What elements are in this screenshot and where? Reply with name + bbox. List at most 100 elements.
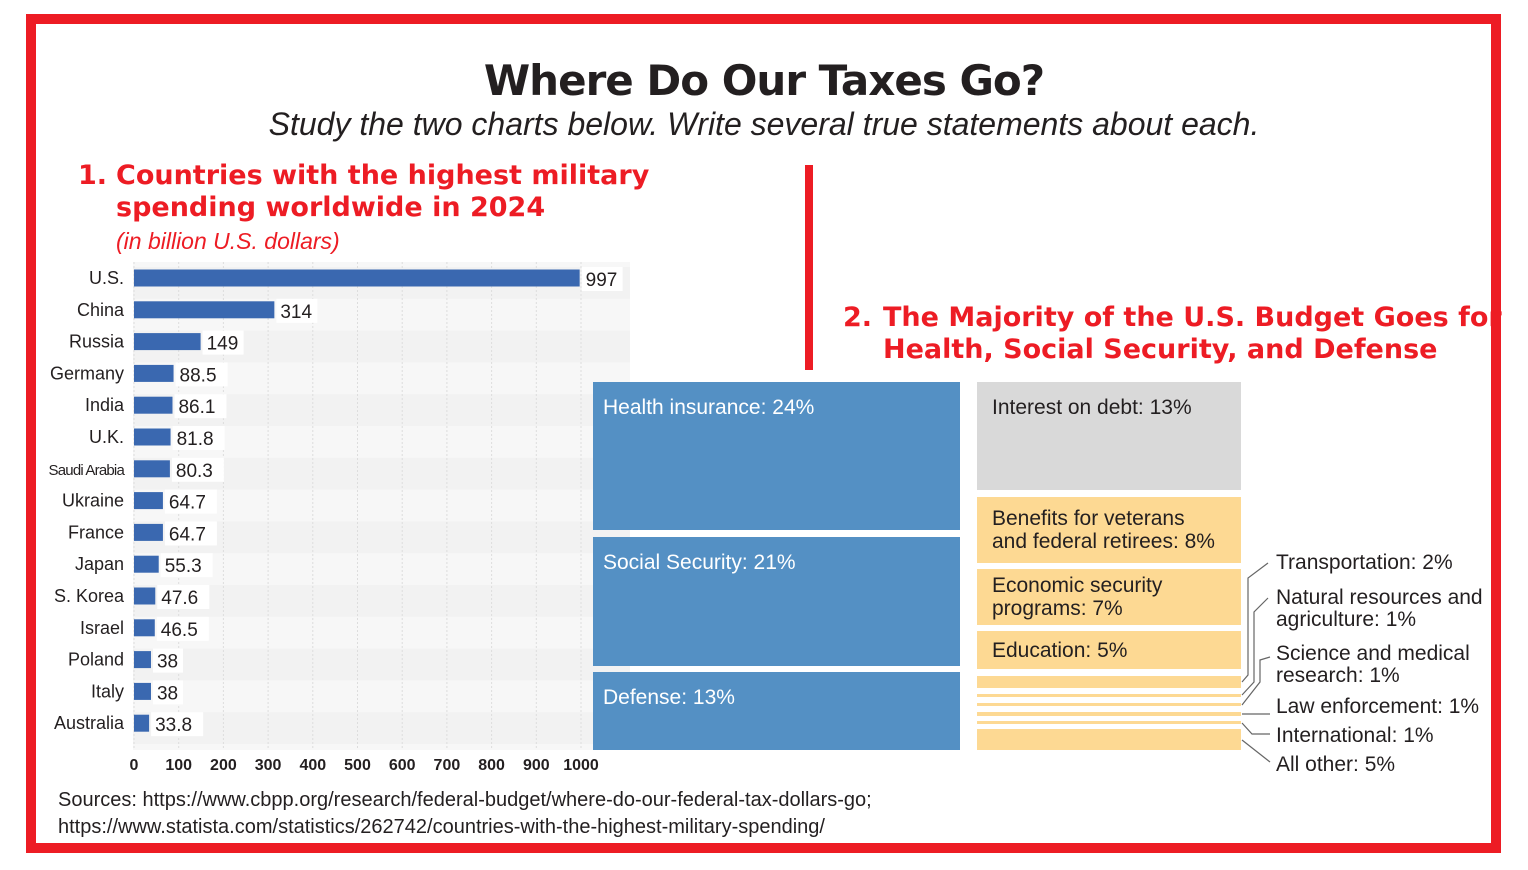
row-band — [133, 648, 630, 681]
treemap-label: Interest on debt: 13% — [992, 396, 1192, 419]
x-tick-label: 800 — [478, 757, 505, 774]
treemap-interest: Interest on debt: 13% — [977, 382, 1241, 490]
treemap-natural-resources — [977, 694, 1241, 697]
label-transportation: Transportation: 2% — [1276, 551, 1453, 574]
label-line: research: 1% — [1276, 664, 1400, 687]
data-label-background — [171, 457, 224, 482]
label-line: agriculture: 1% — [1276, 608, 1417, 631]
treemap-economic-security: Economic security programs: 7% — [977, 569, 1241, 625]
row-band — [133, 712, 630, 744]
bar — [134, 333, 201, 351]
treemap-label: Health insurance: 24% — [603, 396, 815, 419]
x-tick-label: 300 — [255, 757, 282, 774]
data-label: 86.1 — [178, 397, 215, 418]
label-line: Natural resources and — [1276, 586, 1483, 609]
data-label-background — [164, 489, 217, 514]
category-label: S. Korea — [54, 586, 125, 606]
treemap-social-security: Social Security: 21% — [593, 537, 960, 666]
bar — [134, 682, 151, 700]
bar-chart: 0 100 200 300 400 500 600 700 800 900 1000 U.S. 997 C… — [49, 262, 630, 774]
data-label: 88.5 — [180, 365, 217, 386]
chart1-title-line1: Countries with the highest military — [116, 160, 650, 191]
data-label-background — [151, 712, 204, 737]
x-tick-label: 500 — [344, 757, 371, 774]
x-tick-label: 200 — [210, 757, 237, 774]
x-tick-label: 0 — [130, 757, 139, 774]
category-label: China — [77, 300, 125, 320]
data-label: 64.7 — [169, 524, 206, 545]
source-line: https://www.statista.com/statistics/2627… — [58, 816, 825, 838]
treemap-label: Benefits for veterans — [992, 507, 1185, 530]
data-label-background — [172, 426, 225, 450]
data-label-background — [156, 616, 209, 641]
treemap-veterans: Benefits for veterans and federal retiree… — [977, 497, 1241, 563]
divider — [805, 165, 813, 370]
data-label-background — [160, 553, 213, 578]
data-label: 55.3 — [165, 556, 202, 577]
bar — [134, 396, 173, 414]
data-label-background — [276, 298, 318, 323]
treemap-label: Education: 5% — [992, 639, 1128, 662]
treemap-defense: Defense: 13% — [593, 672, 960, 750]
x-tick-label: 100 — [165, 757, 192, 774]
category-label: France — [68, 522, 124, 542]
category-label: Saudi Arabia — [49, 462, 126, 479]
label-all-other: All other: 5% — [1276, 753, 1396, 776]
data-label: 80.3 — [176, 461, 213, 482]
page-subtitle: Study the two charts below. Write severa… — [268, 106, 1260, 142]
treemap-international — [977, 721, 1241, 724]
category-label: Ukraine — [62, 491, 124, 511]
source-line: Sources: https://www.cbpp.org/research/f… — [58, 789, 872, 811]
category-label: Russia — [69, 332, 125, 352]
data-label: 149 — [207, 334, 239, 355]
data-label-background — [202, 330, 244, 355]
category-label: Germany — [50, 363, 124, 383]
data-label: 47.6 — [161, 588, 198, 609]
label-international: International: 1% — [1276, 724, 1434, 747]
data-label: 38 — [157, 652, 178, 673]
bar — [134, 301, 275, 319]
bar — [134, 555, 159, 573]
treemap-label: and federal retirees: 8% — [992, 530, 1215, 553]
data-label: 46.5 — [161, 620, 198, 641]
bar — [134, 460, 170, 478]
label-natural-resources: Natural resources and agriculture: 1% — [1276, 587, 1483, 631]
label-science: Science and medical research: 1% — [1276, 643, 1470, 687]
bar — [134, 619, 155, 637]
x-tick-label: 400 — [299, 757, 326, 774]
x-tick-label: 700 — [434, 757, 461, 774]
data-label-background — [157, 585, 210, 609]
x-tick-label: 1000 — [563, 757, 599, 774]
treemap-label: Social Security: 21% — [603, 551, 796, 574]
category-label: Poland — [68, 650, 124, 670]
bar — [134, 492, 163, 510]
treemap-education: Education: 5% — [977, 631, 1241, 669]
chart2-number: 2. — [843, 302, 873, 333]
label-line: Science and medical — [1276, 642, 1470, 665]
page-title: Where Do Our Taxes Go? — [483, 56, 1045, 105]
data-label-background — [174, 394, 227, 419]
treemap-science — [977, 703, 1241, 706]
bar — [134, 523, 163, 541]
chart1-unit: (in billion U.S. dollars) — [116, 228, 340, 254]
category-label: India — [85, 395, 125, 415]
treemap-health: Health insurance: 24% — [593, 382, 960, 530]
bar — [134, 714, 150, 732]
data-label-background — [152, 648, 183, 673]
category-label: U.K. — [89, 427, 124, 447]
chart2-title-line1: The Majority of the U.S. Budget Goes for — [883, 302, 1502, 333]
bar — [134, 651, 151, 669]
data-label: 314 — [280, 302, 312, 323]
category-label: U.S. — [89, 268, 124, 288]
label-law-enforcement: Law enforcement: 1% — [1276, 695, 1480, 718]
treemap-label: Economic security — [992, 574, 1163, 597]
data-label-background — [152, 680, 183, 705]
data-label-background — [581, 267, 623, 291]
x-tick-label: 900 — [523, 757, 550, 774]
data-label-background — [175, 362, 228, 387]
red-frame — [26, 14, 1501, 853]
sources: Sources: https://www.cbpp.org/research/f… — [58, 787, 872, 841]
treemap-label: programs: 7% — [992, 597, 1123, 620]
treemap-law-enforcement — [977, 712, 1241, 716]
